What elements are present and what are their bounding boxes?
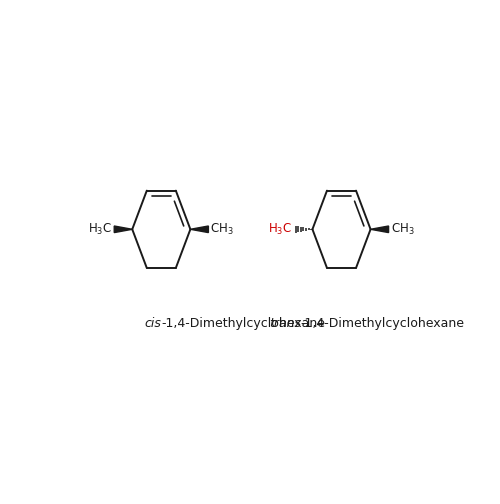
Text: H$_3$C: H$_3$C	[268, 222, 292, 237]
Polygon shape	[114, 226, 132, 232]
Text: -1,4-Dimethylcyclohexane: -1,4-Dimethylcyclohexane	[301, 317, 465, 330]
Text: H$_3$C: H$_3$C	[88, 222, 112, 237]
Text: trans: trans	[269, 317, 301, 330]
Text: -1,4-Dimethylcyclohexane: -1,4-Dimethylcyclohexane	[162, 317, 326, 330]
Polygon shape	[190, 226, 208, 232]
Text: CH$_3$: CH$_3$	[210, 222, 234, 237]
Text: CH$_3$: CH$_3$	[390, 222, 414, 237]
Text: cis: cis	[144, 317, 162, 330]
Polygon shape	[370, 226, 388, 232]
